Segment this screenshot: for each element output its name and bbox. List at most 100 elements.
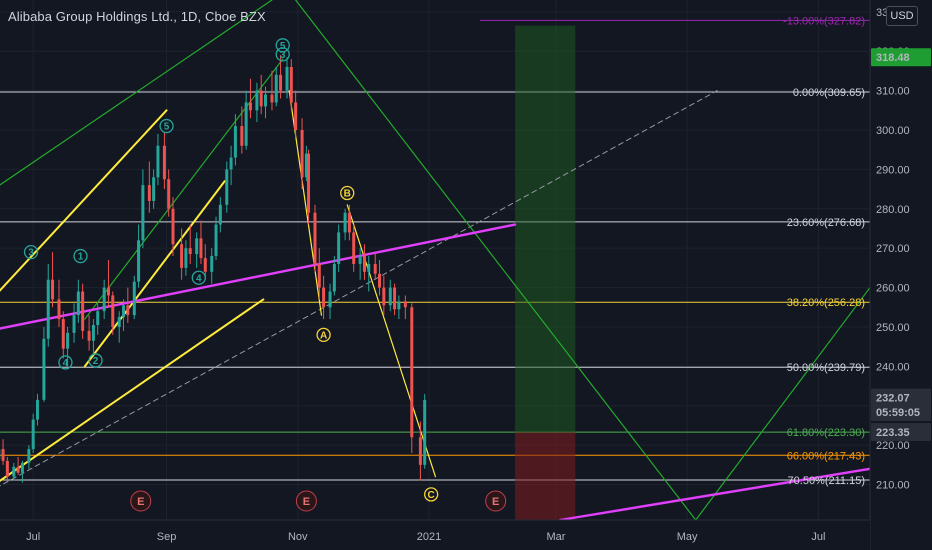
wave-label: B (344, 189, 351, 200)
earnings-marker-label: E (137, 496, 144, 508)
price-badge-label: 223.35 (876, 427, 910, 439)
candle-body (203, 258, 207, 272)
candle-body (91, 325, 95, 341)
candle-body (87, 330, 91, 341)
candle-body (347, 212, 351, 233)
candle-body (264, 94, 268, 107)
candle-body (218, 204, 222, 225)
candle-body (96, 311, 100, 325)
price-axis: 210.00220.00230.00240.00250.00260.00270.… (869, 0, 932, 550)
candle-body (152, 177, 156, 201)
fib-level-label: 61.80%(223.30) (787, 427, 865, 439)
candle-body (382, 287, 386, 306)
candle-body (225, 169, 229, 205)
time-tick-label: Sep (157, 531, 177, 543)
candle-body (388, 287, 392, 306)
candles-layer (0, 55, 427, 483)
candle-body (126, 305, 130, 316)
earnings-marker (295, 490, 317, 512)
candle-body (332, 263, 336, 292)
price-axis-bg (870, 0, 932, 550)
candle-body (46, 279, 50, 339)
fib-level-label: 70.50%(211.15) (788, 475, 865, 487)
price-badge-label: 05:59:05 (876, 407, 920, 419)
wave-label: 5 (164, 122, 170, 133)
candle-body (117, 317, 121, 327)
wave-label: 4 (63, 358, 69, 369)
candle-body (156, 145, 160, 178)
candle-body (289, 66, 293, 103)
candle-body (16, 466, 20, 473)
candle-body (20, 462, 24, 473)
candle-body (274, 74, 278, 103)
candle-body (285, 66, 289, 91)
candle-body (111, 295, 115, 327)
wave-label-ring (191, 270, 206, 285)
currency-button[interactable]: USD (886, 6, 918, 26)
earnings-marker (485, 490, 507, 512)
candle-body (328, 291, 332, 308)
candle-body (240, 126, 244, 146)
candle-body (171, 208, 175, 245)
earnings-marker (130, 490, 152, 512)
wave-label-ring (340, 185, 355, 201)
green-trendline (695, 286, 871, 521)
wave-label-ring (159, 118, 174, 134)
candle-body (393, 287, 397, 310)
time-tick-label: Jul (811, 531, 825, 543)
yellow-trendline (346, 204, 437, 478)
magenta-trendline (559, 467, 872, 522)
position-stop-zone (515, 432, 576, 520)
price-tick-label: 220.00 (876, 440, 910, 452)
candle-body (304, 153, 308, 178)
candle-body (76, 291, 80, 316)
green-trendline (295, 0, 697, 521)
candle-body (373, 263, 377, 274)
candle-body (122, 305, 126, 318)
wave-label: 4 (196, 273, 202, 284)
price-tick-label: 300.00 (876, 125, 910, 137)
candle-body (233, 126, 237, 158)
candle-body (81, 291, 85, 331)
yellow-trendline (83, 180, 226, 368)
candle-body (184, 248, 188, 268)
wave-label-ring (275, 47, 290, 62)
candle-body (244, 102, 248, 146)
dashed-trendline (0, 90, 718, 487)
wave-label: C (428, 490, 435, 501)
price-badge (871, 422, 931, 441)
price-tick-label: 290.00 (876, 164, 910, 176)
candle-body (214, 224, 218, 257)
time-axis-bg (0, 520, 870, 550)
candle-body (317, 263, 321, 288)
green-trendline (0, 0, 273, 186)
candle-body (51, 279, 55, 300)
candle-body (248, 102, 252, 111)
candle-body (188, 248, 192, 255)
candle-body (358, 256, 362, 264)
candle-body (137, 240, 141, 282)
candle-body (162, 145, 166, 180)
candle-body (403, 301, 407, 308)
candle-body (61, 319, 65, 349)
earnings-marker-label: E (303, 496, 310, 508)
fib-level-label: 0.00%(309.65) (793, 87, 865, 99)
candle-body (352, 232, 356, 264)
price-tick-label: 210.00 (876, 480, 910, 492)
wave-label: 3 (280, 50, 286, 61)
candle-body (72, 315, 76, 333)
price-badge (871, 403, 931, 422)
wave-label-ring (424, 487, 439, 502)
price-tick-label: 240.00 (876, 361, 910, 373)
candle-body (367, 263, 371, 272)
candle-body (307, 153, 311, 213)
candle-body (410, 307, 414, 438)
position-target-zone (515, 25, 576, 433)
candle-body (423, 399, 427, 465)
wave-label-ring (88, 353, 103, 368)
candle-body (31, 419, 35, 450)
symbol-title[interactable]: Alibaba Group Holdings Ltd., 1D, Cboe BZ… (8, 9, 266, 24)
wave-label-ring (73, 248, 88, 264)
candle-body (259, 90, 263, 107)
